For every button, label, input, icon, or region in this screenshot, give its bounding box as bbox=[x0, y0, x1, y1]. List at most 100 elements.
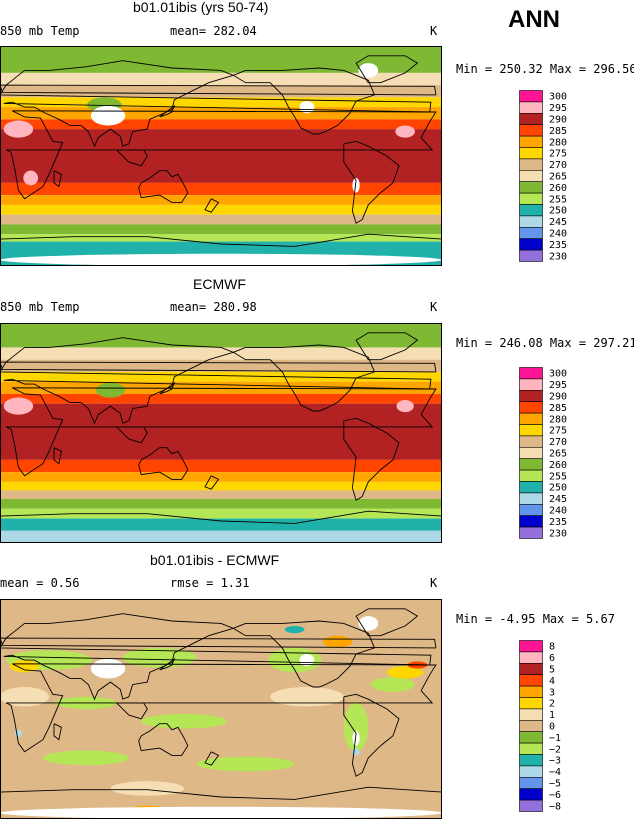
field-band bbox=[0, 195, 442, 205]
colorbar-swatch bbox=[519, 158, 543, 171]
panel-title: b01.01ibis (yrs 50-74) bbox=[133, 0, 269, 15]
field-anomaly bbox=[370, 677, 415, 692]
units-label: K bbox=[430, 24, 438, 38]
field-band bbox=[0, 323, 442, 348]
colorbar-swatch bbox=[519, 124, 543, 137]
colorbar-swatch bbox=[519, 458, 543, 471]
season-label: ANN bbox=[508, 6, 560, 33]
colorbar-tick-label: 300 bbox=[549, 369, 567, 380]
coastline bbox=[53, 447, 62, 465]
colorbar-tick-label: 2 bbox=[549, 699, 555, 710]
field-anomaly bbox=[396, 400, 414, 413]
coastline bbox=[5, 387, 437, 477]
field-band bbox=[0, 393, 442, 404]
colorbar-tick-label: 295 bbox=[549, 380, 567, 391]
field-band bbox=[0, 518, 442, 531]
colorbar-tick-label: −8 bbox=[549, 801, 561, 812]
colorbar-tick-label: 250 bbox=[549, 206, 567, 217]
field-anomaly bbox=[267, 647, 322, 673]
colorbar-swatch bbox=[519, 170, 543, 183]
colorbar-tick-label: 295 bbox=[549, 103, 567, 114]
colorbar-tick-label: 235 bbox=[549, 240, 567, 251]
field-anomaly bbox=[42, 750, 129, 766]
field-band bbox=[0, 85, 442, 98]
coastline bbox=[233, 344, 376, 412]
field-band bbox=[0, 490, 442, 499]
mean-stat: mean= 282.04 bbox=[170, 24, 257, 38]
colorbar-tick-label: 240 bbox=[549, 506, 567, 517]
colorbar-tick-label: 260 bbox=[549, 460, 567, 471]
colorbar-tick-label: 265 bbox=[549, 172, 567, 183]
colorbar-swatch bbox=[519, 424, 543, 437]
colorbar-model: 300 295 290 285 280 275 270 265 260 255 250 245 240 2… bbox=[519, 90, 579, 270]
field-anomaly bbox=[3, 397, 34, 415]
field-band bbox=[0, 472, 442, 482]
coastline bbox=[116, 426, 148, 444]
colorbar-tick-label: 8 bbox=[549, 642, 555, 653]
coastline bbox=[204, 751, 220, 766]
field-anomaly bbox=[3, 120, 34, 138]
colorbar-swatch bbox=[519, 378, 543, 391]
field-anomaly bbox=[14, 729, 23, 738]
colorbar-tick-label: 300 bbox=[549, 92, 567, 103]
colorbar-swatch bbox=[519, 708, 543, 721]
colorbar-tick-label: −6 bbox=[549, 790, 561, 801]
colorbar-swatch bbox=[519, 492, 543, 505]
panel-title: ECMWF bbox=[193, 276, 246, 292]
minmax-label: Min = 246.08 Max = 297.21 bbox=[456, 336, 634, 350]
coastline bbox=[204, 198, 220, 213]
colorbar-swatch bbox=[519, 215, 543, 228]
panel-title: b01.01ibis - ECMWF bbox=[150, 552, 280, 568]
colorbar-swatch bbox=[519, 731, 543, 744]
colorbar-tick-label: 0 bbox=[549, 722, 555, 733]
coastline bbox=[343, 693, 400, 777]
coastline bbox=[0, 337, 432, 425]
field-band bbox=[0, 204, 442, 215]
colorbar-swatch bbox=[519, 192, 543, 205]
field-band bbox=[0, 107, 442, 120]
colorbar-swatch bbox=[519, 765, 543, 778]
colorbar-swatch bbox=[519, 112, 543, 125]
field-band bbox=[0, 97, 442, 108]
coastline bbox=[0, 637, 437, 649]
field-anomaly bbox=[110, 781, 185, 796]
field-band bbox=[0, 481, 442, 491]
coastline bbox=[0, 786, 442, 800]
coastline bbox=[53, 170, 62, 188]
coastline bbox=[0, 233, 442, 247]
colorbar-swatch bbox=[519, 367, 543, 380]
field-anomaly bbox=[284, 625, 305, 634]
colorbar-swatch bbox=[519, 447, 543, 460]
coastline bbox=[116, 149, 148, 167]
coastline bbox=[53, 723, 62, 741]
map-frame bbox=[0, 599, 442, 819]
colorbar-swatch bbox=[519, 662, 543, 675]
colorbar-tick-label: 235 bbox=[549, 517, 567, 528]
colorbar-tick-label: 285 bbox=[549, 403, 567, 414]
missing-data-region bbox=[352, 731, 360, 746]
colorbar-swatch bbox=[519, 651, 543, 664]
map-frame bbox=[0, 46, 442, 266]
field-anomaly bbox=[9, 660, 40, 673]
coastline bbox=[159, 657, 176, 671]
field-band bbox=[0, 214, 442, 225]
field-anomaly bbox=[196, 756, 295, 772]
colorbar-tick-label: 255 bbox=[549, 471, 567, 482]
missing-data-region bbox=[352, 178, 360, 193]
colorbar-swatch bbox=[519, 799, 543, 812]
colorbar-tick-label: 230 bbox=[549, 251, 567, 262]
coastline bbox=[343, 417, 400, 501]
colorbar-swatch bbox=[519, 788, 543, 801]
coastline bbox=[355, 55, 419, 84]
field-band bbox=[0, 403, 442, 460]
field-anomaly bbox=[270, 687, 344, 707]
units-label: K bbox=[430, 300, 438, 314]
colorbar-swatch bbox=[519, 777, 543, 790]
colorbar-tick-label: 250 bbox=[549, 483, 567, 494]
mean-stat: mean= 280.98 bbox=[170, 300, 257, 314]
field-band bbox=[0, 459, 442, 473]
field-band bbox=[0, 508, 442, 519]
coastline bbox=[233, 620, 376, 688]
field-anomaly bbox=[122, 647, 197, 668]
colorbar-swatch bbox=[519, 674, 543, 687]
